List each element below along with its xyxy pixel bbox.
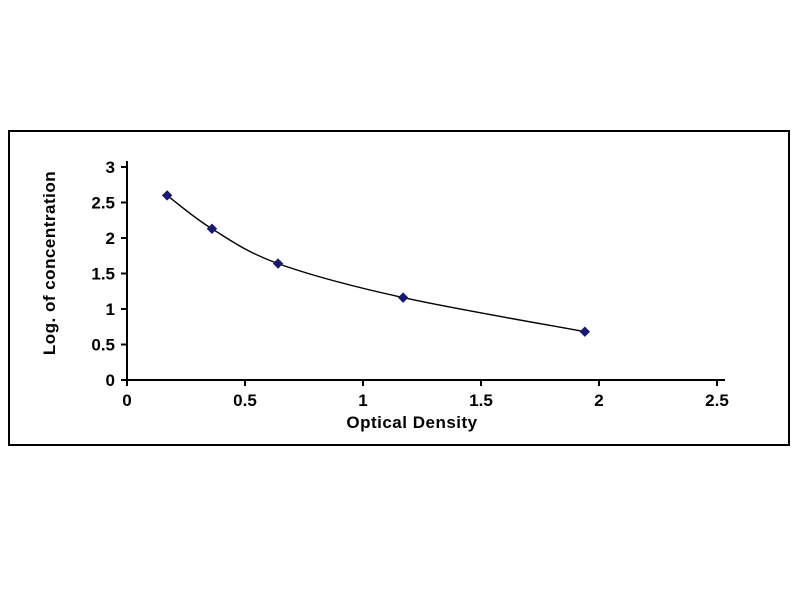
y-tick-label: 1: [106, 300, 115, 319]
x-tick-label: 0.5: [233, 391, 257, 410]
data-point-marker: [161, 190, 173, 201]
y-tick-label: 1.5: [91, 265, 115, 284]
data-point-marker: [206, 223, 218, 234]
x-tick-label: 2: [594, 391, 603, 410]
chart-svg: 0 0.5 1 1.5 2 2.5 0 0.5 1 1.5 2 2.5 3: [91, 158, 729, 410]
y-axis-title: Log. of concentration: [40, 170, 59, 356]
y-tick-label: 2.5: [91, 194, 115, 213]
data-point-marker: [397, 292, 409, 303]
x-axis-title: Optical Density: [346, 413, 478, 432]
data-point-marker: [579, 326, 591, 337]
curve-path: [166, 194, 585, 333]
x-tick-label: 2.5: [705, 391, 729, 410]
x-tick-label: 0: [122, 391, 131, 410]
y-tick-label: 0.5: [91, 336, 115, 355]
x-tick-label: 1.5: [469, 391, 493, 410]
y-tick-label: 2: [106, 229, 115, 248]
data-point-marker: [272, 258, 284, 269]
x-tick-label: 1: [358, 391, 367, 410]
y-tick-label: 0: [106, 371, 115, 390]
y-tick-label: 3: [106, 158, 115, 177]
chart-frame: 0 0.5 1 1.5 2 2.5 0 0.5 1 1.5 2 2.5 3 Optical Densit…: [8, 130, 790, 446]
